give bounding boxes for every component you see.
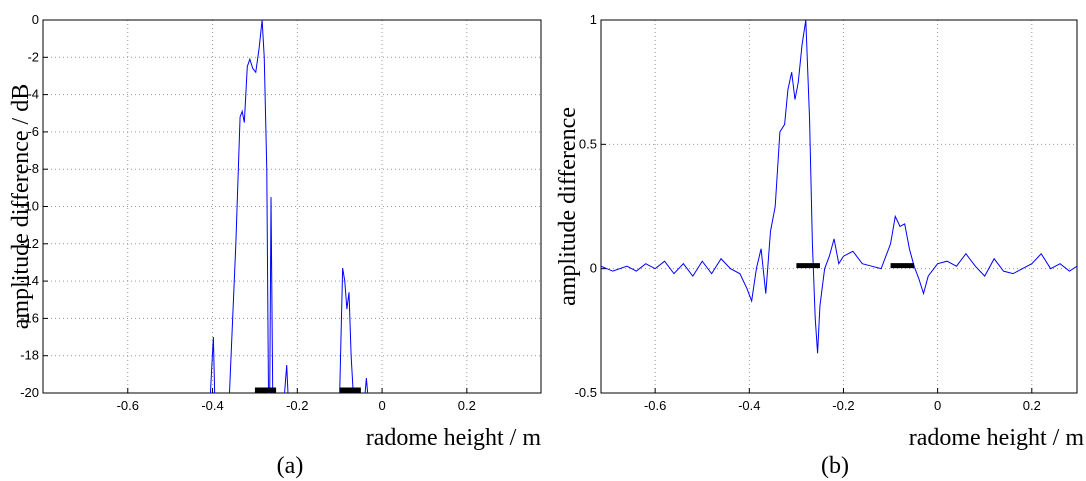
y-tick-label: 0.5 [579, 136, 597, 151]
x-axis-label: radome height / m [909, 425, 1085, 451]
plot-frame [42, 19, 542, 394]
data-line [209, 20, 369, 393]
y-tick-label: -4 [27, 87, 39, 102]
plot-area [209, 20, 369, 393]
y-tick-label: -6 [27, 124, 39, 139]
y-tick-label: -12 [20, 236, 39, 251]
y-tick-label: -8 [27, 161, 39, 176]
x-tick-label: -0.6 [117, 398, 139, 413]
data-line [601, 20, 1077, 354]
plot-area [601, 20, 1077, 354]
y-axis-label: amplitude difference [555, 107, 581, 306]
caption: (a) [277, 453, 304, 479]
y-tick-label: -18 [20, 348, 39, 363]
plot-frame [600, 19, 1078, 394]
x-tick-label: 0 [378, 398, 385, 413]
x-tick-label: 0.2 [458, 398, 476, 413]
y-tick-label: 0 [32, 12, 39, 27]
y-tick-label: 1 [590, 12, 597, 27]
y-tick-label: -16 [20, 310, 39, 325]
x-tick-label: -0.6 [644, 398, 666, 413]
x-tick-label: 0 [934, 398, 941, 413]
x-tick-label: -0.4 [201, 398, 223, 413]
caption: (b) [821, 453, 849, 479]
x-tick-label: -0.2 [286, 398, 308, 413]
x-tick-label: -0.2 [832, 398, 854, 413]
x-tick-label: -0.4 [738, 398, 760, 413]
y-tick-label: -2 [27, 49, 39, 64]
y-tick-label: 0 [590, 261, 597, 276]
y-tick-label: -10 [20, 199, 39, 214]
x-axis-label: radome height / m [366, 425, 542, 451]
x-tick-label: 0.2 [1023, 398, 1041, 413]
y-tick-label: -0.5 [575, 385, 597, 400]
y-tick-label: -20 [20, 385, 39, 400]
y-axis-label: amplitude difference / dB [8, 84, 34, 329]
y-tick-label: -14 [20, 273, 39, 288]
